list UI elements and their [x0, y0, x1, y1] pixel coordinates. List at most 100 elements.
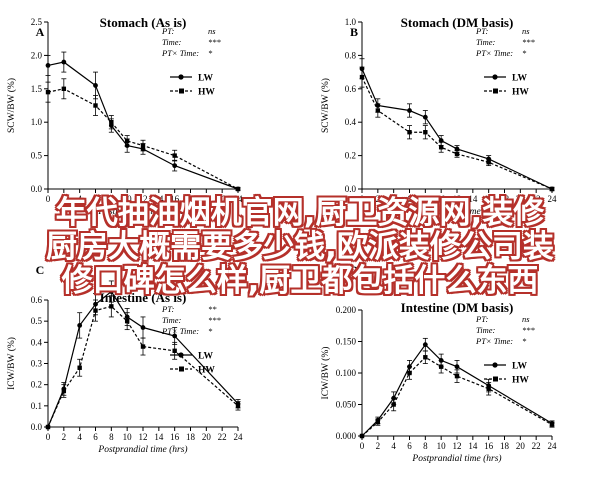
x-tick-label: 20 — [202, 432, 212, 442]
data-point-hw — [486, 160, 491, 165]
x-tick-label: 6 — [407, 194, 412, 204]
x-tick-label: 24 — [548, 194, 558, 204]
data-point-hw — [438, 364, 444, 369]
stat-label: PT: — [475, 26, 488, 36]
stat-label: Time: — [162, 37, 182, 47]
x-tick-label: 18 — [186, 432, 196, 442]
x-tick-label: 16 — [170, 432, 180, 442]
stat-value: ns — [522, 314, 530, 324]
stat-value: * — [522, 336, 527, 346]
x-tick-label: 14 — [468, 194, 478, 204]
data-point-hw — [359, 74, 365, 80]
data-point-hw — [454, 373, 460, 379]
chart-panel-d: D Intestine (DM basis) 0.000 0.050 0.100 0.15… — [320, 263, 557, 464]
y-tick-label: 0.200 — [336, 305, 357, 315]
y-tick-label: 0.4 — [345, 117, 357, 127]
legend-label: LW — [198, 352, 213, 362]
y-tick-label: 0.6 — [31, 295, 43, 305]
y-axis-label: SCW/BW (%) — [320, 78, 331, 133]
x-tick-label: 22 — [218, 432, 227, 442]
stat-value: * — [522, 48, 527, 58]
panel-label: C — [36, 263, 45, 277]
data-point-hw — [235, 403, 241, 409]
legend-label: LW — [512, 362, 527, 372]
legend-marker — [492, 362, 498, 368]
y-tick-label: 0.100 — [336, 368, 357, 378]
data-point-lw — [407, 108, 412, 113]
legend-label: HW — [512, 376, 529, 386]
y-tick-label: 0.0 — [31, 422, 43, 432]
legend-label: LW — [198, 74, 213, 84]
data-point-hw — [93, 308, 98, 313]
x-tick-label: 14 — [154, 432, 164, 442]
x-tick-label: 14 — [154, 194, 164, 204]
x-tick-label: 16 — [170, 194, 180, 204]
legend-marker — [178, 74, 184, 80]
y-tick-label: 0.3 — [31, 359, 43, 369]
y-tick-label: 0.0 — [345, 184, 357, 194]
stat-value: *** — [208, 315, 222, 325]
y-tick-label: 2.5 — [31, 17, 43, 27]
data-point-hw — [407, 370, 412, 376]
data-point-hw — [140, 344, 146, 349]
overlay-line-2: 厨房大概需要多少钱,欧派装修公司装 — [46, 229, 554, 265]
x-axis-label: Postprandial time (hrs) — [97, 206, 187, 217]
y-tick-label: 0.050 — [336, 400, 357, 410]
x-axis-label: Postprandial time (hrs) — [411, 206, 501, 217]
x-tick-label: 10 — [123, 432, 133, 442]
stat-label: PT× Time: — [475, 48, 513, 58]
legend-marker — [179, 88, 184, 94]
x-tick-label: 18 — [186, 194, 196, 204]
data-point-hw — [407, 130, 412, 135]
data-point-lw — [438, 138, 444, 143]
data-point-lw — [140, 325, 146, 330]
data-point-hw — [423, 130, 428, 135]
stat-label: PT: — [161, 304, 174, 314]
stat-value: *** — [522, 37, 536, 47]
x-tick-label: 20 — [202, 194, 212, 204]
x-tick-label: 8 — [423, 441, 428, 451]
y-tick-label: 1.5 — [31, 84, 43, 94]
y-tick-label: 2.0 — [31, 50, 43, 60]
x-tick-label: 20 — [516, 441, 526, 451]
legend-label: LW — [512, 74, 527, 84]
y-axis-label: ICW/BW (%) — [320, 347, 331, 400]
y-tick-label: 0.2 — [345, 151, 356, 161]
data-point-lw — [108, 289, 114, 294]
y-tick-label: 0.5 — [31, 316, 43, 326]
stat-value: * — [208, 326, 213, 336]
data-point-hw — [423, 355, 428, 360]
x-axis-label: Postprandial time (hrs) — [97, 444, 187, 455]
y-tick-label: 0.150 — [336, 337, 357, 347]
x-tick-label: 8 — [423, 194, 428, 204]
series-line-hw — [47, 88, 239, 190]
legend-marker — [178, 352, 184, 358]
chart-title: Stomach (DM basis) — [401, 15, 514, 30]
panel-label: D — [350, 263, 359, 277]
data-point-hw — [140, 143, 146, 148]
data-point-hw — [61, 86, 67, 91]
data-point-lw — [454, 146, 460, 152]
series-line-hw — [47, 305, 239, 428]
y-tick-label: 0.2 — [31, 380, 42, 390]
x-axis-label: Postprandial time (hrs) — [411, 453, 501, 464]
x-tick-label: 8 — [109, 432, 114, 442]
x-tick-label: 10 — [437, 194, 447, 204]
overlay-line-1: 年代抽油烟机官网,厨卫资源网,装修 — [55, 195, 545, 231]
data-point-lw — [61, 59, 67, 65]
panel-label: A — [36, 25, 45, 39]
data-point-hw — [172, 348, 177, 353]
data-point-lw — [45, 63, 51, 68]
stat-value: * — [208, 48, 213, 58]
data-point-lw — [172, 163, 178, 169]
legend-marker — [492, 74, 498, 80]
stat-label: PT× Time: — [161, 48, 199, 58]
data-point-hw — [172, 153, 177, 158]
chart-panel-b: B Stomach (DM basis) 0.0 0.2 0.4 0.6 0.8 1.0 0 2 4… — [320, 15, 557, 217]
y-axis-label: SCW/BW (%) — [6, 78, 17, 133]
x-tick-label: 4 — [77, 432, 82, 442]
data-point-hw — [486, 386, 491, 391]
stat-label: PT: — [161, 26, 174, 36]
